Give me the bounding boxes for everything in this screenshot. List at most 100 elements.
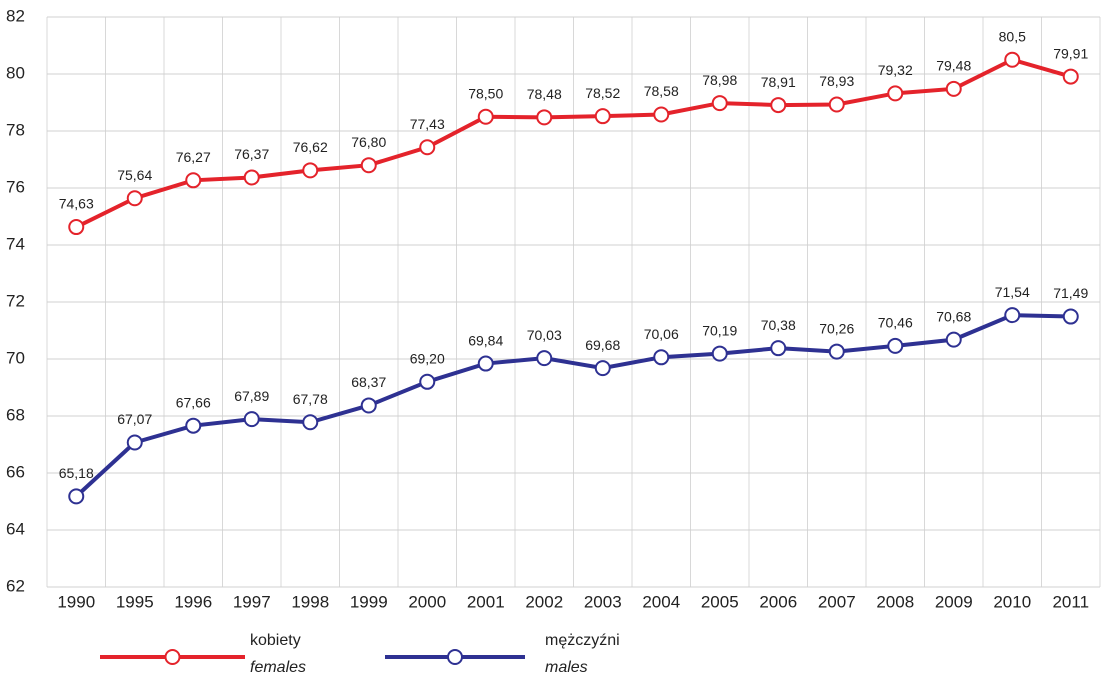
point [713,347,727,361]
legend-label: kobiety [250,632,301,649]
legend-marker [448,650,462,664]
point [1005,308,1019,322]
point [420,375,434,389]
x-tick-label: 1998 [291,592,329,611]
x-tick-label: 1999 [350,592,388,611]
legend-marker [166,650,180,664]
x-tick-label: 2010 [993,592,1031,611]
chart: 6264666870727476788082199019951996199719… [0,0,1101,679]
x-tick-label: 2000 [408,592,446,611]
point [771,341,785,355]
x-tick-label: 1997 [233,592,271,611]
y-tick-label: 64 [6,519,25,538]
y-tick-label: 66 [6,462,25,481]
point [245,170,259,184]
value-label: 69,68 [585,337,620,353]
value-label: 71,54 [995,284,1030,300]
point [537,351,551,365]
value-label: 70,19 [702,322,737,338]
value-label: 67,66 [176,394,211,410]
x-tick-label: 2011 [1052,592,1089,611]
value-label: 78,98 [702,72,737,88]
point [947,333,961,347]
x-tick-label: 2005 [701,592,739,611]
value-label: 75,64 [117,167,152,183]
point [303,415,317,429]
value-label: 76,80 [351,134,386,150]
point [1064,310,1078,324]
value-label: 71,49 [1053,285,1088,301]
x-tick-label: 1995 [116,592,154,611]
value-label: 74,63 [59,196,94,212]
point [128,191,142,205]
value-label: 76,62 [293,139,328,155]
point [245,412,259,426]
value-label: 78,93 [819,73,854,89]
value-label: 69,20 [410,351,445,367]
point [128,436,142,450]
value-label: 67,89 [234,388,269,404]
x-tick-label: 1996 [174,592,212,611]
point [830,345,844,359]
point [888,86,902,100]
value-label: 70,26 [819,320,854,336]
value-label: 70,06 [644,326,679,342]
point [771,98,785,112]
value-label: 70,46 [878,315,913,331]
y-tick-label: 70 [6,348,25,367]
x-tick-label: 2002 [525,592,563,611]
value-label: 76,27 [176,149,211,165]
value-label: 70,68 [936,308,971,324]
value-label: 76,37 [234,146,269,162]
value-label: 70,03 [527,327,562,343]
point [362,398,376,412]
value-label: 78,52 [585,85,620,101]
x-tick-label: 2004 [642,592,680,611]
value-label: 79,48 [936,58,971,74]
x-tick-label: 2006 [759,592,797,611]
value-label: 69,84 [468,332,503,348]
value-label: 77,43 [410,116,445,132]
point [362,158,376,172]
point [479,357,493,371]
value-label: 67,07 [117,411,152,427]
x-tick-label: 2009 [935,592,973,611]
value-label: 70,38 [761,317,796,333]
x-tick-label: 2003 [584,592,622,611]
point [186,173,200,187]
value-label: 78,48 [527,86,562,102]
legend-label: mężczyźni [545,632,620,649]
y-tick-label: 72 [6,291,25,310]
value-label: 65,18 [59,465,94,481]
y-tick-label: 62 [6,576,25,595]
point [654,107,668,121]
y-tick-label: 68 [6,405,25,424]
point [713,96,727,110]
point [69,489,83,503]
value-label: 67,78 [293,391,328,407]
value-label: 79,32 [878,62,913,78]
point [947,82,961,96]
legend-label-en: males [545,659,588,676]
point [479,110,493,124]
x-tick-label: 2001 [467,592,505,611]
y-tick-label: 74 [6,234,25,253]
point [537,110,551,124]
y-tick-label: 76 [6,177,25,196]
point [1005,53,1019,67]
value-label: 79,91 [1053,45,1088,61]
point [830,97,844,111]
x-tick-label: 2007 [818,592,856,611]
point [596,109,610,123]
value-label: 78,91 [761,74,796,90]
y-tick-label: 82 [6,6,25,25]
point [1064,70,1078,84]
value-label: 78,58 [644,83,679,99]
point [888,339,902,353]
value-label: 68,37 [351,374,386,390]
y-tick-label: 78 [6,120,25,139]
point [303,163,317,177]
y-tick-label: 80 [6,63,25,82]
value-label: 80,5 [999,28,1026,44]
legend-label-en: females [250,659,306,676]
